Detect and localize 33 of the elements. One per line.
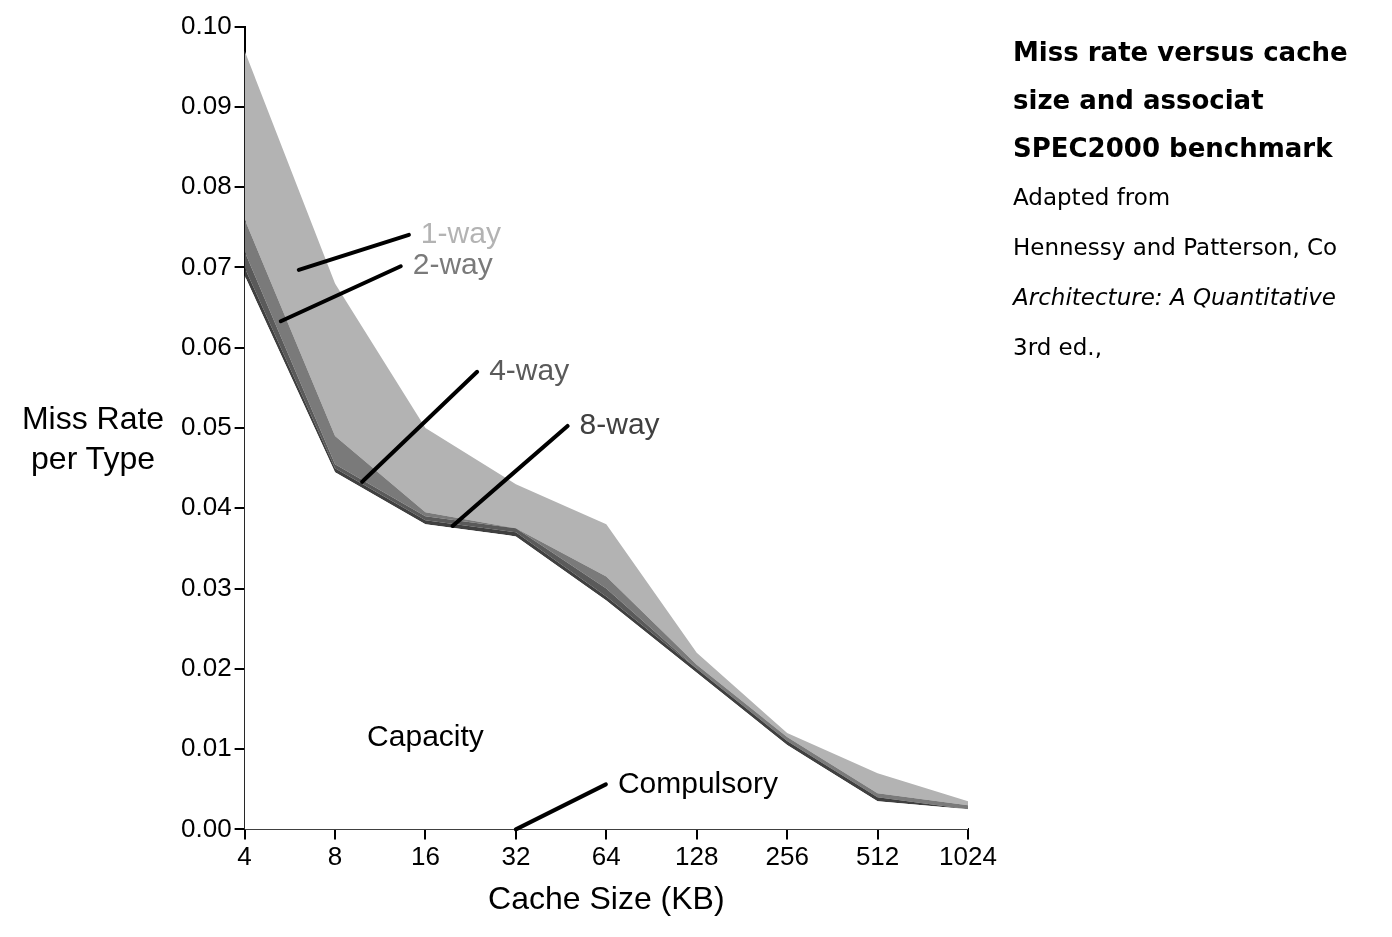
x-tick-label: 4 [237,841,252,872]
text: SPEC2000 benchmark [1013,132,1334,165]
y-tick-label: 0.05 [180,411,232,442]
y-tick-label: 0.06 [180,330,232,361]
text: Adapted from [1013,183,1172,212]
y-tick-label: 0.10 [180,9,232,40]
text: Hennessy and Patterson, Co [1013,233,1339,262]
y-tick-label: 0.04 [180,491,232,522]
text: 1-way [420,216,501,250]
text: 3rd ed., [1013,333,1103,362]
x-tick-label: 128 [675,841,719,872]
x-tick-label: 16 [410,841,440,872]
y-tick-label: 0.01 [180,732,232,763]
y-tick-label: 0.08 [180,170,232,201]
y-axis-title: Miss Rate per Type [20,399,166,478]
y-tick-label: 0.07 [180,250,232,281]
text: 8-way [579,407,660,441]
x-tick-label: 32 [501,841,531,872]
text: Miss rate versus cache size and associat [1013,36,1349,117]
x-tick-label: 512 [855,841,900,872]
x-tick-label: 1024 [939,841,997,872]
series-label: Capacity [367,719,484,753]
y-tick-label: 0.09 [180,90,232,121]
y-tick-label: 0.00 [180,812,232,843]
annotation: Compulsory [617,765,778,799]
x-axis-title: Cache Size (KB) [488,879,725,916]
y-tick-label: 0.03 [180,571,232,602]
text: 4-way [489,353,570,387]
x-tick-label: 256 [765,841,809,872]
y-tick-label: 0.02 [180,652,232,683]
text: Architecture: A Quantitative [1013,283,1337,312]
x-tick-label: 64 [591,841,621,872]
x-tick-label: 8 [327,841,343,872]
